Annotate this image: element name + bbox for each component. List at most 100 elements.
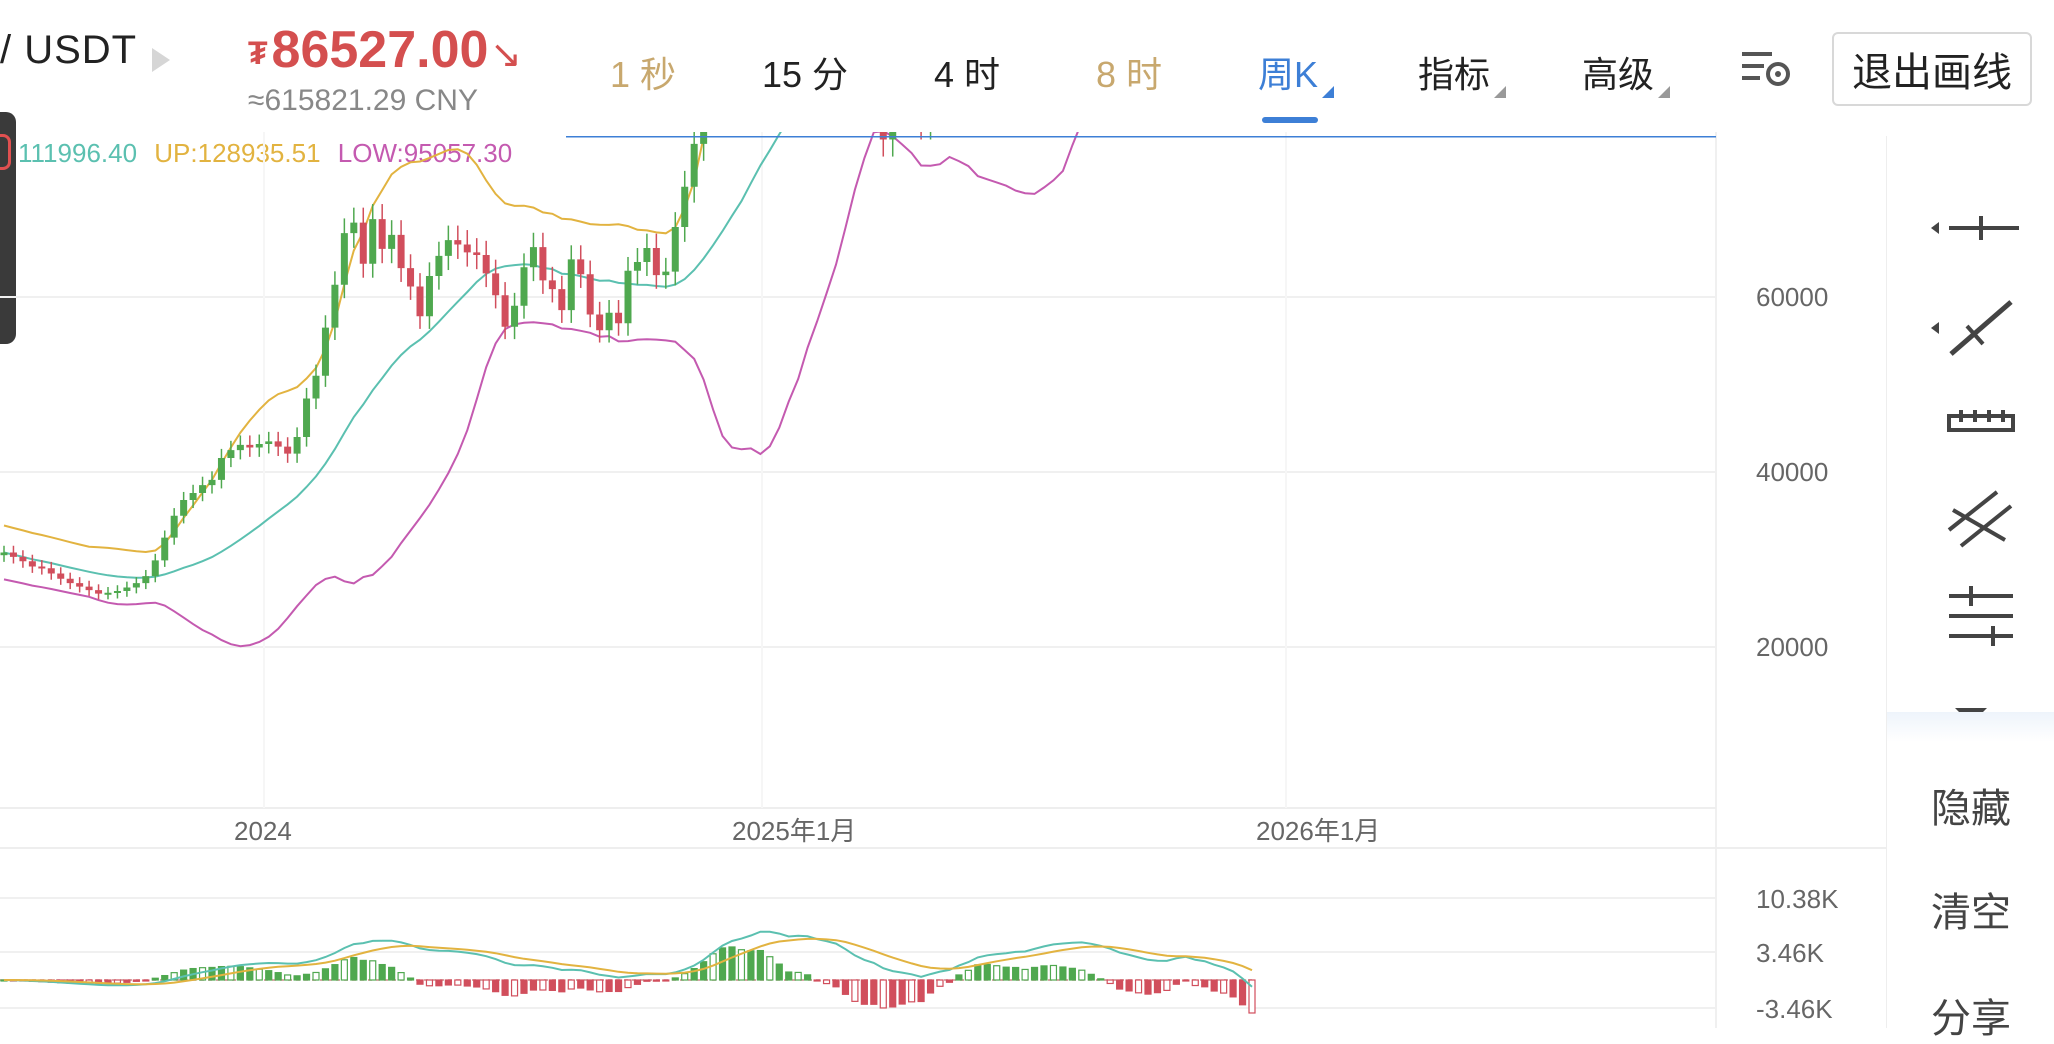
macd-histogram-bar [1068, 967, 1076, 981]
macd-histogram-bar [643, 979, 651, 982]
legend-mid: 111996.40 [18, 138, 138, 168]
dropdown-corner-icon [1322, 86, 1335, 98]
candle-body [265, 441, 273, 444]
left-drawer-mark-icon [0, 134, 11, 170]
macd-histogram-bar [378, 963, 386, 981]
candle-body [142, 576, 150, 584]
macd-histogram-bar [728, 946, 736, 981]
candle-body [435, 255, 443, 276]
macd-histogram-bar [142, 979, 150, 982]
pair-menu-arrow-icon[interactable] [152, 48, 170, 72]
candle-body [28, 561, 36, 567]
tab-indicators[interactable]: 指标 [1418, 46, 1507, 98]
candle-body [615, 312, 623, 324]
candle-body [690, 143, 698, 187]
tab-4h[interactable]: 4 时 [934, 46, 1000, 98]
hide-button[interactable]: 隐藏 [1931, 787, 2011, 831]
macd-histogram-bar [161, 974, 169, 981]
macd-histogram-bar [236, 966, 244, 981]
macd-histogram-bar [908, 979, 916, 1003]
ruler-icon[interactable] [1927, 382, 2037, 462]
tab-15m[interactable]: 15 分 [762, 46, 848, 98]
tab-8h[interactable]: 8 时 [1096, 46, 1162, 98]
macd-histogram-bar [123, 979, 131, 983]
time-tick-label: 2024 [234, 816, 292, 846]
macd-histogram-bar [596, 979, 604, 993]
macd-histogram-bar [718, 947, 727, 981]
candle-body [123, 587, 131, 591]
candle-body [369, 219, 377, 264]
tab-weekly[interactable]: 周K [1258, 46, 1335, 98]
candle-body [19, 556, 27, 562]
macd-histogram-bar [1012, 966, 1020, 981]
macd-histogram-bar [548, 979, 556, 991]
macd-tick-label: 3.46K [1756, 938, 1825, 968]
macd-histogram-bar [1125, 979, 1133, 992]
candle-body [397, 234, 405, 269]
candle-body [425, 276, 433, 317]
chart-settings-icon[interactable] [1740, 46, 1792, 90]
candle-body [662, 271, 670, 276]
tab-1s[interactable]: 1 秒 [610, 46, 676, 98]
macd-histogram-bar [832, 979, 840, 988]
tab-label: 1 秒 [610, 54, 677, 95]
price-tick-label: 40000 [1756, 457, 1828, 487]
tab-advanced[interactable]: 高级 [1582, 46, 1671, 98]
candle-body [454, 240, 462, 245]
macd-histogram-bar [1172, 979, 1180, 985]
candle-body [255, 444, 263, 448]
tab-label: 周K [1258, 54, 1319, 95]
candle-body [227, 450, 235, 458]
tab-label: 高级 [1582, 54, 1655, 95]
price-down-arrow-icon: ↘ [490, 34, 522, 76]
macd-histogram-bar [1201, 979, 1209, 988]
macd-histogram-bar [1059, 966, 1067, 981]
macd-histogram-bar [775, 963, 783, 981]
price-chart[interactable]: 86527.0078312.93126199.63 12000010000080… [0, 132, 1886, 1028]
macd-histogram-bar [1087, 973, 1095, 981]
candle-body [416, 286, 424, 317]
price-tick-label: 60000 [1756, 282, 1828, 312]
parallel-lines-icon[interactable] [1927, 480, 2037, 560]
candle-body [652, 248, 660, 276]
macd-histogram-bar [860, 979, 868, 1005]
left-drawer-handle[interactable] [0, 112, 16, 344]
last-price-value: 86527.00 [271, 21, 489, 79]
clear-button[interactable]: 清空 [1931, 891, 2011, 935]
candle-body [520, 267, 528, 306]
candle-body [879, 132, 887, 140]
macd-histogram-bar [302, 973, 311, 981]
price-tick-label: 80000 [1756, 132, 1828, 137]
macd-histogram-bar [473, 979, 481, 988]
legend-up: UP:128935.51 [154, 138, 321, 168]
macd-histogram-bar [964, 969, 972, 981]
drawn-line-label: 78312.93 [566, 132, 674, 133]
macd-histogram-bar [425, 979, 434, 987]
macd-histogram-bar [1238, 979, 1247, 1006]
macd-histogram-bar [586, 979, 594, 991]
macd-histogram-bar [170, 972, 178, 981]
bollinger-bands [3, 132, 1079, 648]
adjust-lines-icon[interactable] [1927, 576, 2037, 656]
ray-line-icon[interactable] [1927, 288, 2037, 368]
drawing-tools-panel: 隐藏 清空 分享 [1886, 136, 2054, 1041]
macd-histogram-bar [1144, 979, 1152, 995]
candle-body [274, 441, 282, 447]
macd-histogram-bar [444, 979, 452, 986]
macd-histogram-bar [1049, 964, 1058, 981]
candle-body [378, 219, 386, 249]
macd-histogram-bar [926, 979, 935, 994]
candle-body [596, 314, 604, 331]
candlestick-series [0, 132, 932, 600]
candle-body [151, 560, 159, 577]
macd-histogram-bar [1134, 979, 1143, 994]
trading-pair[interactable]: / USDT [0, 28, 138, 72]
macd-histogram-bar [681, 973, 689, 981]
macd-histogram-bar [1021, 968, 1029, 981]
macd-histogram-bar [747, 950, 755, 981]
exit-drawing-button[interactable]: 退出画线 [1832, 32, 2032, 106]
macd-histogram-bar [284, 974, 292, 981]
share-button[interactable]: 分享 [1931, 997, 2011, 1041]
horizontal-ray-icon[interactable] [1927, 188, 2037, 268]
macd-histogram-bar [1097, 978, 1105, 981]
